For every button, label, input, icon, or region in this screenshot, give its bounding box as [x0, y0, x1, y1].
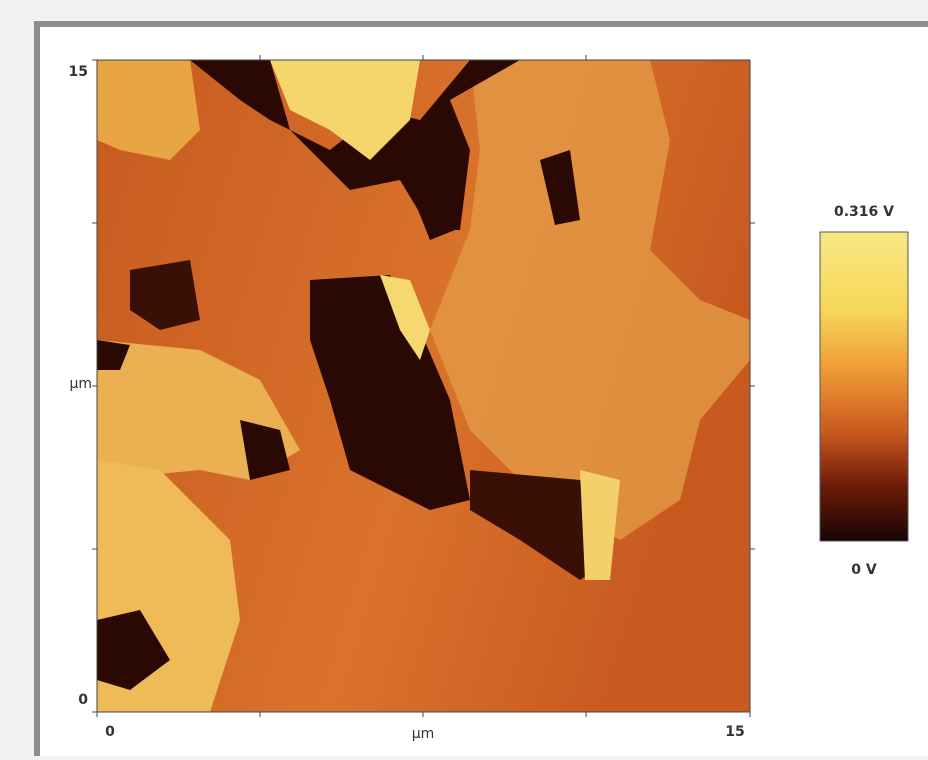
afm-image [97, 60, 750, 712]
colorbar-min-label: 0 V [851, 562, 877, 578]
y-bottom-label: 0 [78, 692, 88, 708]
colorbar-max-label: 0.316 V [834, 204, 894, 220]
x-right-label: 15 [725, 724, 744, 740]
y-top-label: 15 [69, 64, 88, 80]
x-unit-label: µm [412, 726, 435, 742]
x-left-label: 0 [105, 724, 115, 740]
colorbar [820, 232, 908, 541]
y-unit-label: µm [69, 376, 92, 392]
afm-figure: 15 µm 0 0 µm 15 0.316 V 0 V [0, 0, 928, 756]
